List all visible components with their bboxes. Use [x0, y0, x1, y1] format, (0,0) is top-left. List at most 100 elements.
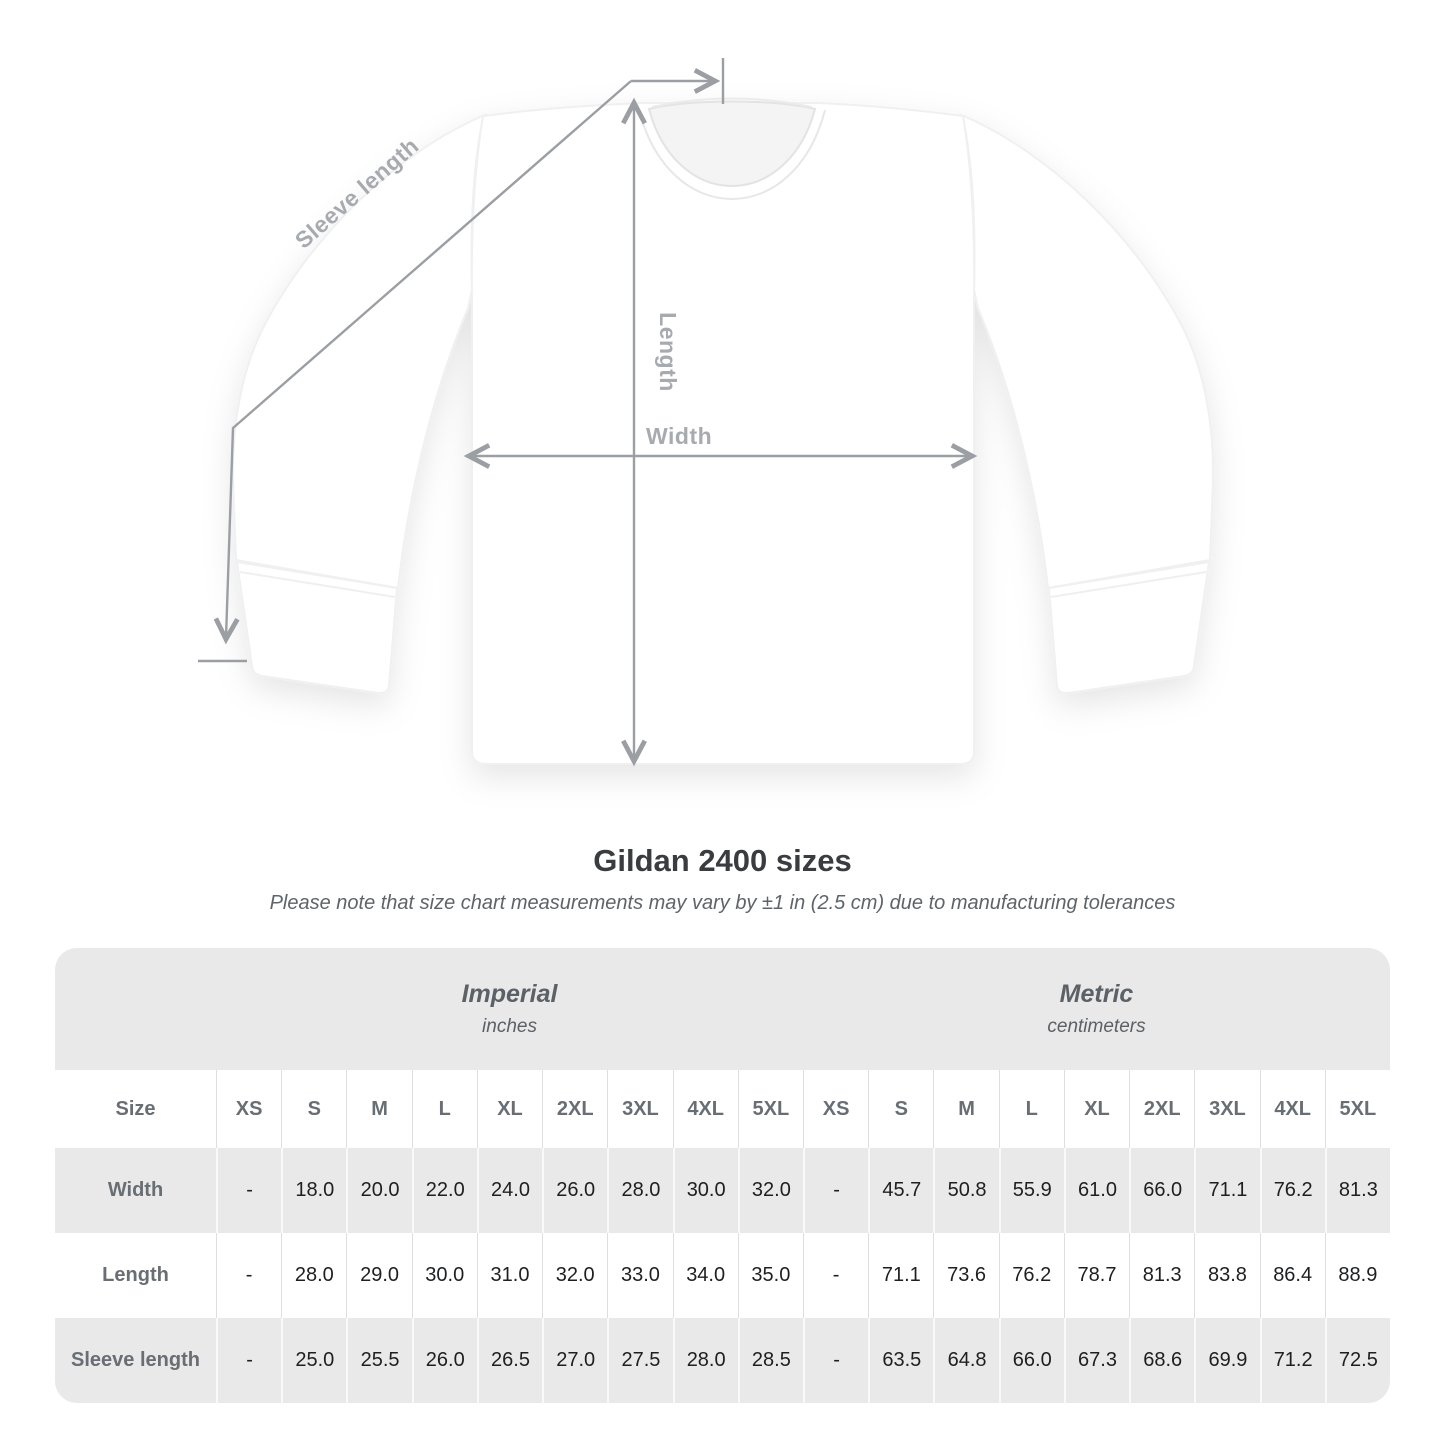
value-cell-imperial: 32.0 [737, 1148, 803, 1233]
value-cell-imperial: 26.5 [476, 1318, 542, 1403]
size-header-imperial-xs: XS [216, 1070, 281, 1148]
value-cell-metric: - [802, 1233, 868, 1318]
value-cell-imperial: 26.0 [542, 1148, 607, 1233]
metric-group-title: Metric [1059, 980, 1134, 1008]
row-label: Width [107, 1179, 164, 1201]
value-cell-imperial: 24.0 [476, 1148, 542, 1233]
size-header-metric-5xl: 5XL [1324, 1070, 1390, 1148]
value-cell-metric: 45.7 [868, 1148, 933, 1233]
value-cell-metric: 81.3 [1129, 1233, 1194, 1318]
imperial-group-unit: inches [482, 1016, 537, 1037]
value-cell-metric: - [802, 1148, 868, 1233]
size-header-imperial-xl: XL [476, 1070, 542, 1148]
shirt-collar-band [638, 109, 826, 201]
value-cell-metric: 73.6 [933, 1233, 998, 1318]
value-cell-imperial: 30.0 [672, 1148, 738, 1233]
value-cell-imperial: 22.0 [411, 1148, 477, 1233]
metric-group-unit: centimeters [1047, 1016, 1146, 1037]
value-cell-metric: 88.9 [1324, 1233, 1390, 1318]
size-column-title: Size [115, 1097, 156, 1120]
value-cell-metric: 63.5 [868, 1318, 933, 1403]
size-header-metric-m: M [933, 1070, 998, 1148]
shirt-measurement-diagram: Sleeve length Length Width [198, 58, 1215, 767]
measurement-row-length: Length -28.0 29.0 30.0 31.0 32.0 33.0 34.0 35.0-… [55, 1233, 1390, 1318]
tolerance-note: Please note that size chart measurements… [269, 892, 1176, 914]
value-cell-metric: 76.2 [1259, 1148, 1325, 1233]
size-header-imperial-m: M [346, 1070, 411, 1148]
right-cuff-seam [1050, 571, 1207, 598]
value-cell-metric: 72.5 [1324, 1318, 1390, 1403]
unit-group-metric: Metric centimeters [803, 948, 1390, 1070]
size-header-metric-3xl: 3XL [1194, 1070, 1259, 1148]
value-cell-metric: 61.0 [1063, 1148, 1129, 1233]
value-cell-metric: 71.1 [868, 1233, 933, 1318]
value-cell-metric: 83.8 [1194, 1233, 1259, 1318]
width-label: Width [646, 423, 712, 449]
shirt-body [470, 102, 976, 765]
value-cell-imperial: 28.0 [281, 1233, 346, 1318]
shirt-collar-opening [647, 100, 817, 188]
value-cell-imperial: 25.5 [346, 1318, 411, 1403]
value-cell-imperial: 20.0 [346, 1148, 411, 1233]
value-cell-imperial: 25.0 [281, 1318, 346, 1403]
shirt-left-cuff [235, 560, 399, 695]
value-cell-imperial: 29.0 [346, 1233, 411, 1318]
size-table: Imperial inches Metric centimeters Size X… [55, 948, 1390, 1403]
value-cell-imperial: 31.0 [476, 1233, 542, 1318]
size-header-metric-xs: XS [802, 1070, 868, 1148]
value-cell-imperial: 33.0 [607, 1233, 672, 1318]
size-header-imperial-l: L [411, 1070, 477, 1148]
size-header-imperial-4xl: 4XL [672, 1070, 738, 1148]
size-header-metric-xl: XL [1063, 1070, 1129, 1148]
value-cell-metric: 66.0 [1129, 1148, 1194, 1233]
value-cell-imperial: 26.0 [411, 1318, 477, 1403]
shirt-illustration [231, 102, 1215, 765]
value-cell-imperial: 28.0 [672, 1318, 738, 1403]
length-label: Length [655, 312, 681, 392]
value-cell-metric: 68.6 [1129, 1318, 1194, 1403]
size-table-rows: Size XS S M L XL 2XL 3XL 4XL 5XL XS S M L XL 2XL 3XL 4XL 5… [55, 1070, 1390, 1403]
size-header-metric-2xl: 2XL [1129, 1070, 1194, 1148]
value-cell-metric: 55.9 [998, 1148, 1064, 1233]
size-header-imperial-5xl: 5XL [737, 1070, 803, 1148]
value-cell-imperial: - [216, 1318, 281, 1403]
size-header-metric-l: L [998, 1070, 1064, 1148]
unit-group-spacer [55, 948, 216, 1070]
value-cell-imperial: 27.5 [607, 1318, 672, 1403]
size-header-metric-4xl: 4XL [1259, 1070, 1325, 1148]
value-cell-metric: 71.2 [1259, 1318, 1325, 1403]
row-label: Length [102, 1264, 169, 1286]
value-cell-imperial: 30.0 [411, 1233, 477, 1318]
size-header-imperial-s: S [281, 1070, 346, 1148]
shirt-right-sleeve [958, 113, 1215, 590]
value-cell-metric: 81.3 [1324, 1148, 1390, 1233]
value-cell-metric: 64.8 [933, 1318, 998, 1403]
unit-group-header: Imperial inches Metric centimeters [55, 948, 1390, 1070]
value-cell-imperial: 34.0 [672, 1233, 738, 1318]
value-cell-imperial: 18.0 [281, 1148, 346, 1233]
value-cell-imperial: 35.0 [737, 1233, 803, 1318]
size-header-metric-s: S [868, 1070, 933, 1148]
value-cell-metric: 76.2 [998, 1233, 1064, 1318]
value-cell-imperial: 27.0 [542, 1318, 607, 1403]
measurement-row-width: Width -18.0 20.0 22.0 24.0 26.0 28.0 30.0 32.0-4… [55, 1148, 1390, 1233]
measurement-row-sleeve-length: Sleeve length -25.0 25.5 26.0 26.5 27.0 27.5 28… [55, 1318, 1390, 1403]
value-cell-metric: - [802, 1318, 868, 1403]
size-header-row: Size XS S M L XL 2XL 3XL 4XL 5XL XS S M L XL 2XL 3XL 4XL 5… [55, 1070, 1390, 1148]
left-cuff-seam [239, 571, 396, 598]
value-cell-metric: 86.4 [1259, 1233, 1325, 1318]
shirt-diagram-svg: Sleeve length Length Width [198, 58, 1215, 767]
value-cell-metric: 66.0 [998, 1318, 1064, 1403]
value-cell-metric: 50.8 [933, 1148, 998, 1233]
shirt-collar-back-line [651, 97, 813, 108]
value-cell-metric: 67.3 [1063, 1318, 1129, 1403]
value-cell-imperial: 32.0 [542, 1233, 607, 1318]
page-title: Gildan 2400 sizes [593, 843, 852, 878]
value-cell-metric: 69.9 [1194, 1318, 1259, 1403]
size-header-imperial-3xl: 3XL [607, 1070, 672, 1148]
sleeve-length-line [213, 80, 632, 645]
value-cell-metric: 78.7 [1063, 1233, 1129, 1318]
unit-group-imperial: Imperial inches [216, 948, 803, 1070]
value-cell-metric: 71.1 [1194, 1148, 1259, 1233]
